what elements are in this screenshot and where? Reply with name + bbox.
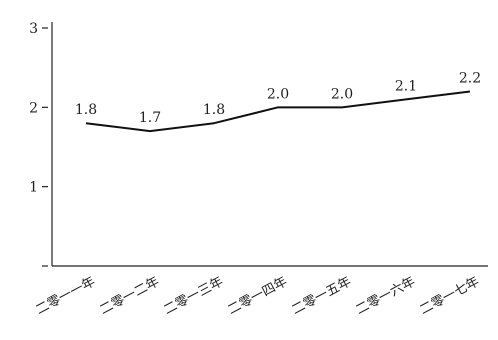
x-tick-label: 二零一七年 <box>417 274 481 318</box>
x-tick-label: 二零一五年 <box>289 274 353 318</box>
x-tick-label: 二零一一年 <box>33 274 97 318</box>
y-tick-label: 2 <box>29 100 38 116</box>
y-ticks: 1 2 3 <box>29 21 48 267</box>
x-tick-label: 二零一四年 <box>225 274 289 318</box>
data-label: 2.0 <box>267 86 289 102</box>
x-tick-label: 二零一三年 <box>161 274 225 318</box>
data-label: 1.7 <box>139 110 161 126</box>
y-tick-label: 3 <box>29 21 38 37</box>
x-ticks: 二零一一年 二零一二年 二零一三年 二零一四年 二零一五年 二零一六年 二零一七年 <box>33 274 481 318</box>
x-tick-label: 二零一二年 <box>97 274 161 318</box>
series-line <box>85 90 471 133</box>
series-group <box>85 90 471 133</box>
data-label: 2.1 <box>395 78 417 94</box>
data-label: 2.0 <box>331 86 353 102</box>
data-labels: 1.8 1.7 1.8 2.0 2.0 2.1 2.2 <box>75 70 481 126</box>
x-tick-label: 二零一六年 <box>353 274 417 318</box>
data-label: 2.2 <box>459 70 481 86</box>
data-label: 1.8 <box>203 102 225 118</box>
data-label: 1.8 <box>75 102 97 118</box>
y-tick-label: 1 <box>29 180 38 196</box>
chart-axes <box>51 22 488 267</box>
